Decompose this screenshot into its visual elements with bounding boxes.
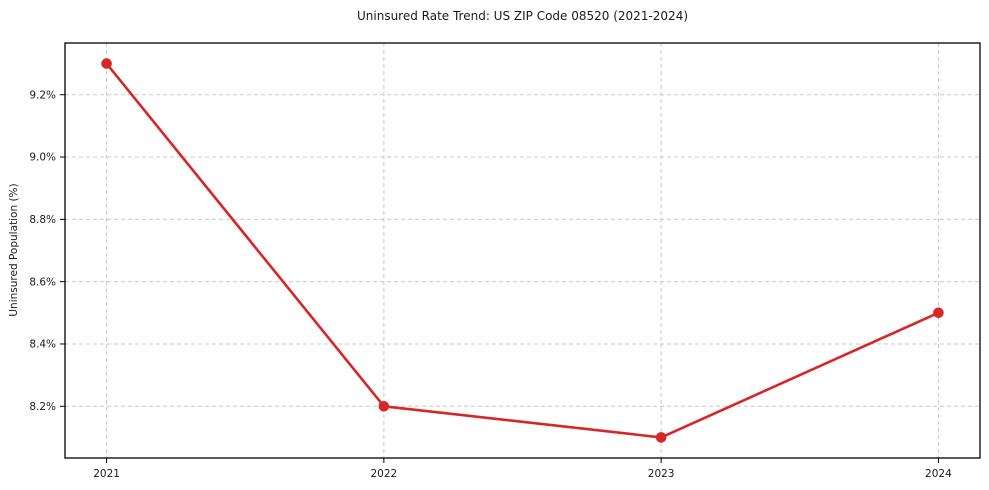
y-tick-label: 8.6% [29,276,56,288]
plot-border [64,42,981,459]
y-tick-label: 9.2% [29,89,56,101]
x-tick-label: 2023 [648,468,675,480]
y-tick-label: 8.8% [29,214,56,226]
data-point [101,58,112,69]
chart-title: Uninsured Rate Trend: US ZIP Code 08520 … [356,9,689,23]
y-tick-label: 8.4% [29,339,56,351]
x-tick-label: 2022 [370,468,397,480]
x-tick-label: 2024 [925,468,952,480]
data-point [933,307,944,319]
data-point [655,432,667,443]
x-tick-label: 2021 [93,468,120,480]
y-tick-label: 8.2% [29,401,56,413]
trend-line [105,62,940,439]
data-point [378,400,390,412]
y-tick-label: 9.0% [29,152,56,164]
